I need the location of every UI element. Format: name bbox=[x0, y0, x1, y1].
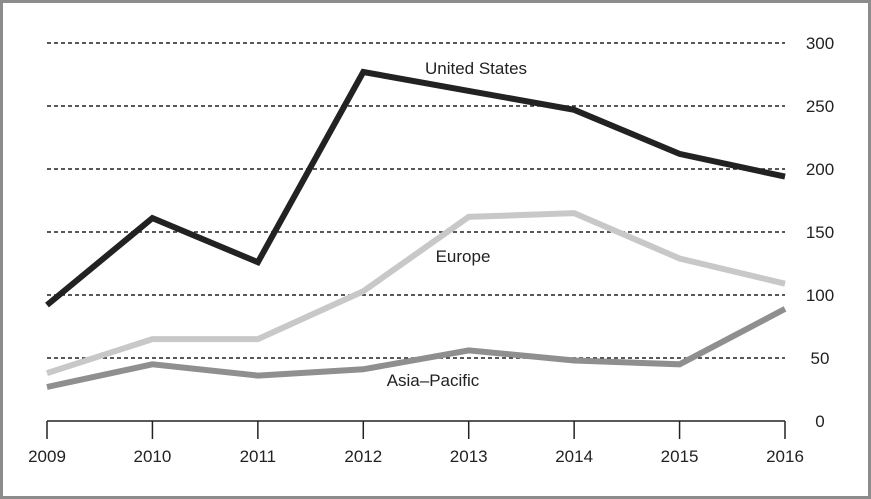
series-lines bbox=[45, 68, 787, 390]
x-tick-label: 2010 bbox=[134, 447, 172, 466]
series-label-europe: Europe bbox=[436, 247, 491, 266]
x-tick-label: 2012 bbox=[344, 447, 382, 466]
x-axis bbox=[46, 420, 786, 439]
series-line-asia-pacific bbox=[46, 306, 787, 390]
series-label-asia-pacific: Asia–Pacific bbox=[387, 371, 480, 390]
y-tick-label: 50 bbox=[811, 349, 830, 368]
series-line-united-states bbox=[45, 68, 786, 308]
series-label-united-states: United States bbox=[425, 59, 527, 78]
x-tick-label: 2016 bbox=[766, 447, 804, 466]
x-tick-label: 2013 bbox=[450, 447, 488, 466]
y-tick-label: 300 bbox=[806, 34, 834, 53]
x-tick-label: 2011 bbox=[240, 447, 277, 466]
x-tick-label: 2015 bbox=[661, 447, 699, 466]
y-tick-label: 200 bbox=[806, 160, 834, 179]
y-tick-label: 100 bbox=[806, 286, 834, 305]
y-tick-label: 0 bbox=[815, 412, 824, 431]
y-tick-label: 250 bbox=[806, 97, 834, 116]
y-tick-label: 150 bbox=[806, 223, 834, 242]
x-tick-label: 2014 bbox=[555, 447, 593, 466]
series-labels: United States Europe Asia–Pacific bbox=[387, 59, 527, 390]
x-tick-label: 2009 bbox=[28, 447, 66, 466]
y-axis-labels: 0 50 100 150 200 250 300 bbox=[806, 34, 834, 431]
x-axis-labels: 2009 2010 2011 2012 2013 2014 2015 2016 bbox=[28, 447, 804, 466]
series-line-europe bbox=[46, 210, 786, 376]
gridlines bbox=[47, 42, 785, 359]
